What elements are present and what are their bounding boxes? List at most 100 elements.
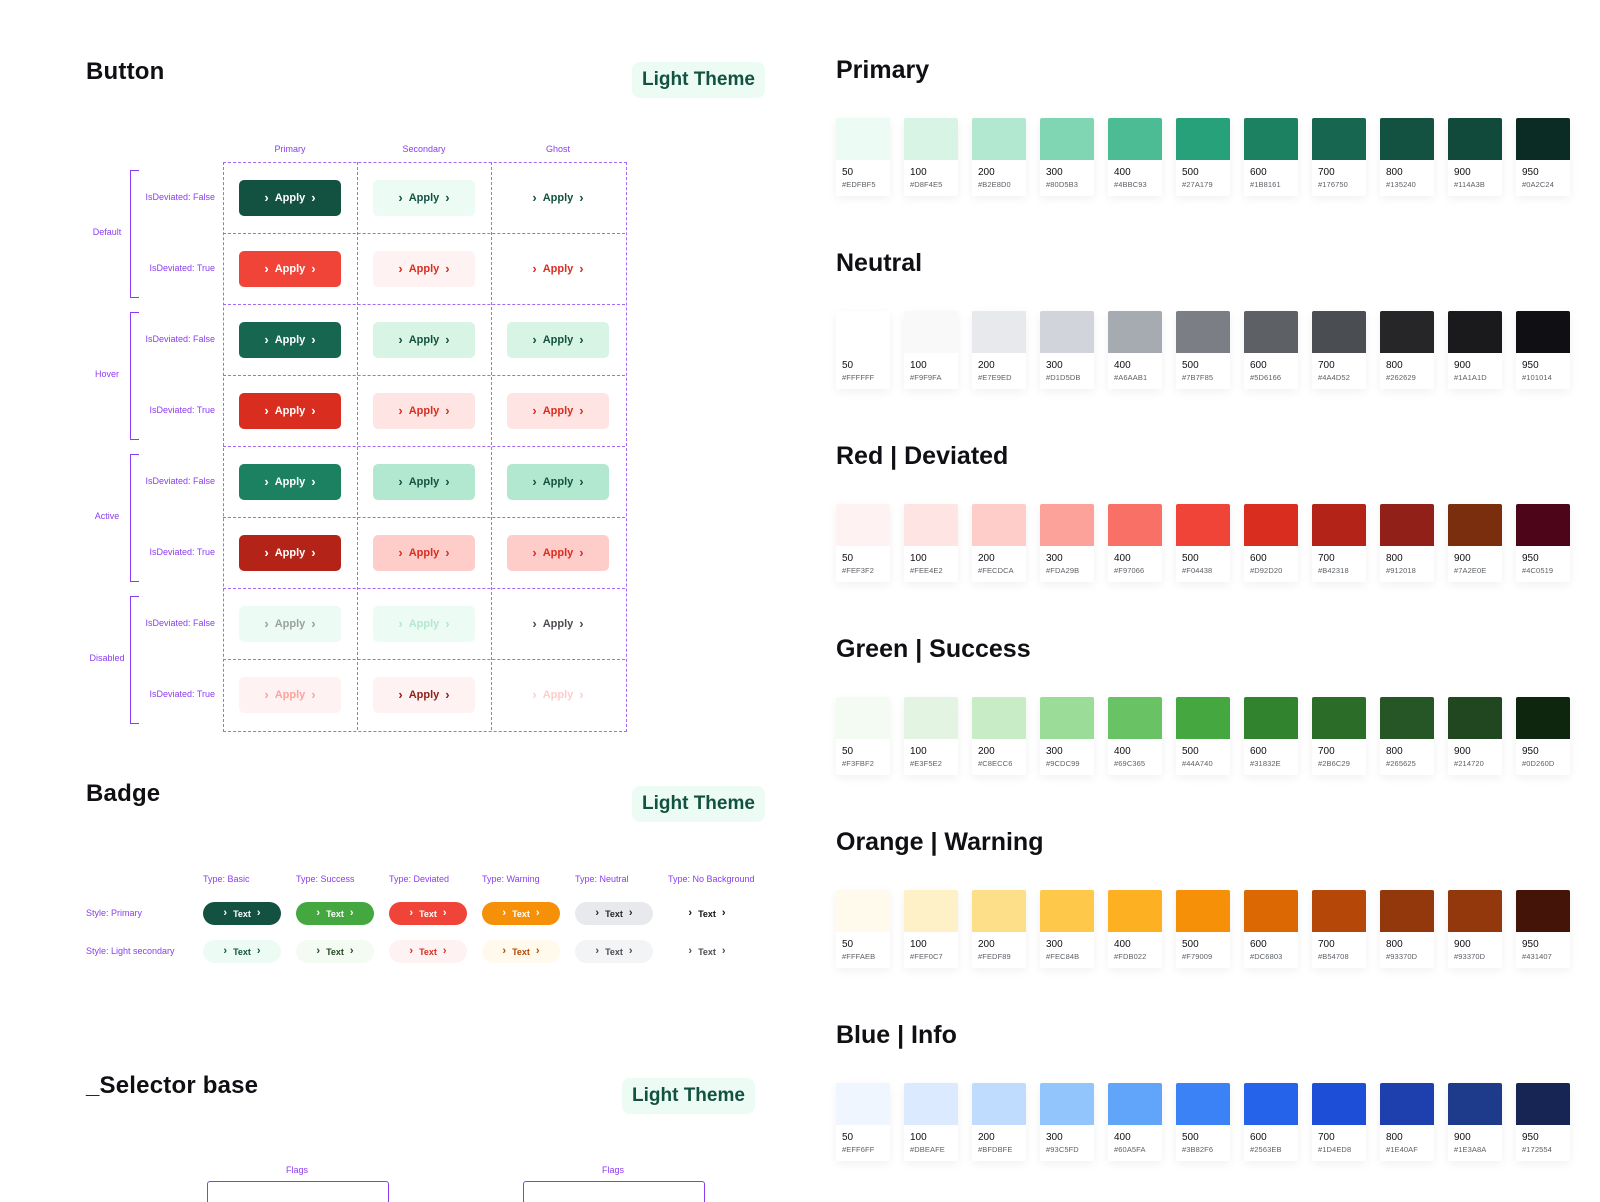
color-swatch[interactable]: 100 #DBEAFE [904, 1083, 958, 1161]
color-swatch[interactable]: 950 #431407 [1516, 890, 1570, 968]
apply-button-ghost[interactable]: › Apply › [507, 463, 609, 500]
color-swatch[interactable]: 950 #172554 [1516, 1083, 1570, 1161]
color-swatch[interactable]: 700 #176750 [1312, 118, 1366, 196]
apply-button-secondary[interactable]: › Apply › [373, 605, 475, 642]
color-swatch[interactable]: 200 #E7E9ED [972, 311, 1026, 389]
color-swatch[interactable]: 200 #FEDF89 [972, 890, 1026, 968]
color-swatch[interactable]: 100 #D8F4E5 [904, 118, 958, 196]
apply-button-ghost[interactable]: › Apply › [507, 676, 609, 713]
color-swatch[interactable]: 400 #60A5FA [1108, 1083, 1162, 1161]
color-swatch[interactable]: 200 #FECDCA [972, 504, 1026, 582]
color-swatch[interactable]: 950 #0A2C24 [1516, 118, 1570, 196]
color-swatch[interactable]: 800 #1E40AF [1380, 1083, 1434, 1161]
color-swatch[interactable]: 500 #3B82F6 [1176, 1083, 1230, 1161]
color-swatch[interactable]: 500 #27A179 [1176, 118, 1230, 196]
apply-button-secondary[interactable]: › Apply › [373, 321, 475, 358]
color-swatch[interactable]: 50 #F3FBF2 [836, 697, 890, 775]
color-swatch[interactable]: 800 #93370D [1380, 890, 1434, 968]
badge-item[interactable]: › Text › [203, 902, 281, 925]
badge-item[interactable]: › Text › [668, 940, 746, 963]
color-swatch[interactable]: 900 #93370D [1448, 890, 1502, 968]
color-swatch[interactable]: 700 #1D4ED8 [1312, 1083, 1366, 1161]
apply-button-primary[interactable]: › Apply › [239, 534, 341, 571]
color-swatch[interactable]: 50 #FFFFFF [836, 311, 890, 389]
badge-item[interactable]: › Text › [389, 940, 467, 963]
badge-item[interactable]: › Text › [296, 902, 374, 925]
color-swatch[interactable]: 800 #135240 [1380, 118, 1434, 196]
color-swatch[interactable]: 900 #1A1A1D [1448, 311, 1502, 389]
apply-button-primary[interactable]: › Apply › [239, 250, 341, 287]
color-swatch[interactable]: 400 #F97066 [1108, 504, 1162, 582]
color-swatch[interactable]: 700 #B42318 [1312, 504, 1366, 582]
color-swatch[interactable]: 950 #4C0519 [1516, 504, 1570, 582]
color-swatch[interactable]: 300 #93C5FD [1040, 1083, 1094, 1161]
color-swatch[interactable]: 800 #265625 [1380, 697, 1434, 775]
color-swatch[interactable]: 500 #7B7F85 [1176, 311, 1230, 389]
color-swatch[interactable]: 50 #FFFAEB [836, 890, 890, 968]
color-swatch[interactable]: 200 #BFDBFE [972, 1083, 1026, 1161]
color-swatch[interactable]: 400 #A6AAB1 [1108, 311, 1162, 389]
color-swatch[interactable]: 500 #F04438 [1176, 504, 1230, 582]
color-swatch[interactable]: 100 #F9F9FA [904, 311, 958, 389]
apply-button-secondary[interactable]: › Apply › [373, 463, 475, 500]
color-swatch[interactable]: 600 #1B8161 [1244, 118, 1298, 196]
color-swatch[interactable]: 400 #4BBC93 [1108, 118, 1162, 196]
color-swatch[interactable]: 700 #4A4D52 [1312, 311, 1366, 389]
color-swatch[interactable]: 600 #2563EB [1244, 1083, 1298, 1161]
color-swatch[interactable]: 600 #5D6166 [1244, 311, 1298, 389]
color-swatch[interactable]: 200 #C8ECC6 [972, 697, 1026, 775]
apply-button-primary[interactable]: › Apply › [239, 392, 341, 429]
color-swatch[interactable]: 950 #101014 [1516, 311, 1570, 389]
color-swatch[interactable]: 100 #E3F5E2 [904, 697, 958, 775]
color-swatch[interactable]: 600 #DC6803 [1244, 890, 1298, 968]
apply-button-secondary[interactable]: › Apply › [373, 676, 475, 713]
apply-button-primary[interactable]: › Apply › [239, 676, 341, 713]
color-swatch[interactable]: 400 #FDB022 [1108, 890, 1162, 968]
color-swatch[interactable]: 100 #FEF0C7 [904, 890, 958, 968]
color-swatch[interactable]: 300 #D1D5DB [1040, 311, 1094, 389]
color-swatch[interactable]: 400 #69C365 [1108, 697, 1162, 775]
color-swatch[interactable]: 300 #FDA29B [1040, 504, 1094, 582]
color-swatch[interactable]: 700 #2B6C29 [1312, 697, 1366, 775]
color-swatch[interactable]: 900 #1E3A8A [1448, 1083, 1502, 1161]
apply-button-primary[interactable]: › Apply › [239, 463, 341, 500]
color-swatch[interactable]: 300 #80D5B3 [1040, 118, 1094, 196]
apply-button-primary[interactable]: › Apply › [239, 179, 341, 216]
apply-button-ghost[interactable]: › Apply › [507, 392, 609, 429]
badge-item[interactable]: › Text › [482, 940, 560, 963]
color-swatch[interactable]: 700 #B54708 [1312, 890, 1366, 968]
color-swatch[interactable]: 100 #FEE4E2 [904, 504, 958, 582]
badge-item[interactable]: › Text › [575, 902, 653, 925]
apply-button-secondary[interactable]: › Apply › [373, 179, 475, 216]
color-swatch[interactable]: 900 #114A3B [1448, 118, 1502, 196]
apply-button-primary[interactable]: › Apply › [239, 321, 341, 358]
color-swatch[interactable]: 300 #FEC84B [1040, 890, 1094, 968]
color-swatch[interactable]: 800 #912018 [1380, 504, 1434, 582]
color-swatch[interactable]: 300 #9CDC99 [1040, 697, 1094, 775]
color-swatch[interactable]: 950 #0D260D [1516, 697, 1570, 775]
color-swatch[interactable]: 50 #EFF6FF [836, 1083, 890, 1161]
color-swatch[interactable]: 600 #31832E [1244, 697, 1298, 775]
color-swatch[interactable]: 600 #D92D20 [1244, 504, 1298, 582]
badge-item[interactable]: › Text › [668, 902, 746, 925]
color-swatch[interactable]: 50 #EDFBF5 [836, 118, 890, 196]
color-swatch[interactable]: 500 #F79009 [1176, 890, 1230, 968]
badge-item[interactable]: › Text › [389, 902, 467, 925]
apply-button-secondary[interactable]: › Apply › [373, 250, 475, 287]
apply-button-primary[interactable]: › Apply › [239, 605, 341, 642]
badge-item[interactable]: › Text › [296, 940, 374, 963]
apply-button-ghost[interactable]: › Apply › [507, 250, 609, 287]
badge-item[interactable]: › Text › [482, 902, 560, 925]
apply-button-secondary[interactable]: › Apply › [373, 392, 475, 429]
badge-item[interactable]: › Text › [575, 940, 653, 963]
apply-button-ghost[interactable]: › Apply › [507, 605, 609, 642]
color-swatch[interactable]: 500 #44A740 [1176, 697, 1230, 775]
color-swatch[interactable]: 900 #7A2E0E [1448, 504, 1502, 582]
apply-button-ghost[interactable]: › Apply › [507, 534, 609, 571]
color-swatch[interactable]: 900 #214720 [1448, 697, 1502, 775]
color-swatch[interactable]: 50 #FEF3F2 [836, 504, 890, 582]
apply-button-secondary[interactable]: › Apply › [373, 534, 475, 571]
badge-item[interactable]: › Text › [203, 940, 281, 963]
apply-button-ghost[interactable]: › Apply › [507, 179, 609, 216]
apply-button-ghost[interactable]: › Apply › [507, 321, 609, 358]
